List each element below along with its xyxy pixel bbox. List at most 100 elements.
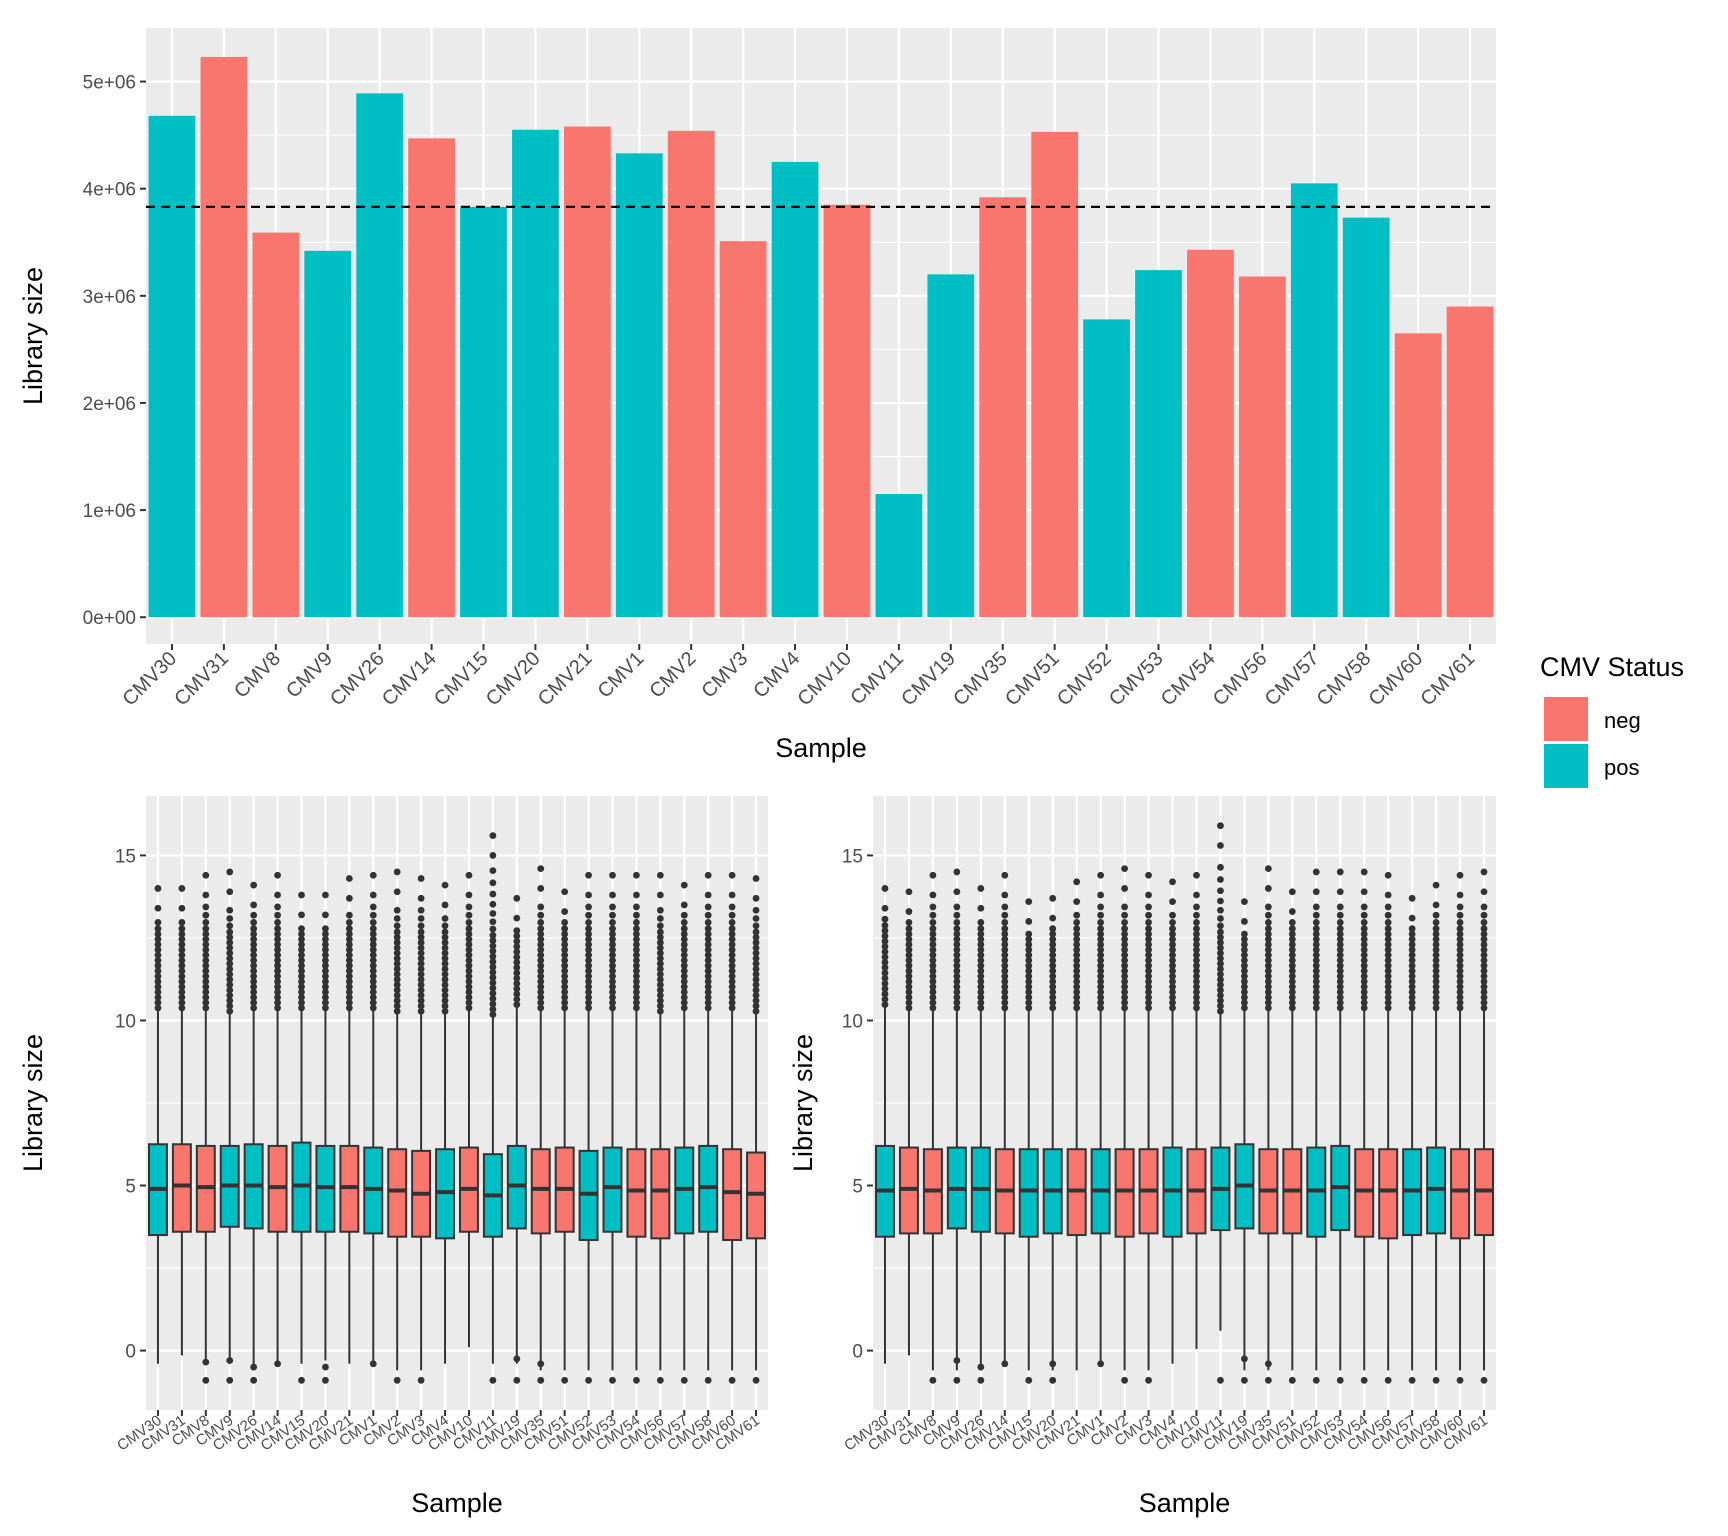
outlier-point bbox=[1384, 891, 1392, 899]
outlier-point bbox=[489, 979, 497, 987]
outlier-point bbox=[1456, 946, 1464, 954]
outlier-point bbox=[953, 983, 961, 991]
outlier-point bbox=[1432, 967, 1440, 975]
outlier-point bbox=[369, 1004, 377, 1012]
outlier-point bbox=[561, 935, 569, 943]
outlier-point bbox=[537, 911, 545, 919]
outlier-point bbox=[1408, 894, 1416, 902]
outlier-point bbox=[1169, 951, 1176, 959]
outlier-point bbox=[1288, 983, 1296, 991]
outlier-point bbox=[1001, 903, 1009, 911]
outlier-point bbox=[417, 906, 425, 914]
outlier-point bbox=[929, 956, 937, 964]
outlier-point bbox=[609, 891, 616, 899]
outlier-point bbox=[1288, 999, 1296, 1007]
outlier-point bbox=[1217, 976, 1224, 983]
outlier-point bbox=[298, 967, 305, 975]
outlier-point bbox=[680, 930, 688, 938]
outlier-point bbox=[1336, 956, 1344, 964]
outlier-point bbox=[1193, 941, 1200, 948]
outlier-point bbox=[1336, 983, 1344, 991]
outlier-point bbox=[537, 885, 545, 892]
outlier-point bbox=[585, 891, 592, 899]
outlier-point bbox=[1241, 930, 1248, 938]
outlier-point bbox=[1456, 935, 1464, 943]
outlier-point bbox=[1336, 935, 1344, 943]
outlier-point bbox=[202, 962, 210, 970]
bar bbox=[979, 197, 1027, 618]
outlier-point bbox=[977, 1363, 985, 1371]
outlier-point bbox=[1001, 962, 1009, 970]
outlier-point bbox=[905, 919, 913, 926]
outlier-point bbox=[1193, 903, 1200, 911]
outlier-point bbox=[1025, 918, 1033, 925]
outlier-point bbox=[1025, 967, 1033, 975]
outlier-point bbox=[489, 910, 497, 917]
outlier-point bbox=[728, 946, 736, 954]
outlier-point bbox=[1169, 988, 1176, 996]
outlier-point bbox=[1432, 1004, 1440, 1012]
x-tick-label: CMV51 bbox=[1001, 648, 1064, 711]
outlier-point bbox=[226, 1007, 234, 1015]
outlier-point bbox=[656, 991, 664, 999]
outlier-point bbox=[1121, 956, 1128, 964]
outlier-point bbox=[585, 919, 592, 926]
outlier-point bbox=[250, 956, 258, 964]
outlier-point bbox=[1336, 993, 1344, 1001]
bar bbox=[252, 232, 300, 618]
bar bbox=[512, 129, 559, 618]
outlier-point bbox=[561, 978, 569, 985]
x-tick-label: CMV31 bbox=[170, 648, 233, 711]
outlier-point bbox=[1432, 901, 1440, 909]
outlier-point bbox=[561, 919, 569, 926]
outlier-point bbox=[1408, 962, 1416, 970]
outlier-point bbox=[585, 1376, 592, 1384]
legend-title: CMV Status bbox=[1540, 652, 1684, 682]
outlier-point bbox=[274, 978, 281, 985]
outlier-point bbox=[633, 891, 640, 899]
outlier-point bbox=[1169, 946, 1176, 954]
outlier-point bbox=[1025, 988, 1033, 996]
outlier-point bbox=[561, 925, 569, 933]
outlier-point bbox=[226, 976, 234, 983]
outlier-point bbox=[417, 894, 425, 902]
outlier-point bbox=[656, 939, 664, 946]
outlier-point bbox=[1312, 1376, 1320, 1384]
outlier-point bbox=[953, 919, 961, 926]
outlier-point bbox=[1121, 1376, 1128, 1384]
outlier-point bbox=[465, 1004, 473, 1012]
outlier-point bbox=[1312, 972, 1320, 980]
outlier-point bbox=[345, 919, 353, 926]
outlier-point bbox=[1193, 983, 1200, 991]
outlier-point bbox=[1121, 946, 1128, 954]
outlier-point bbox=[680, 1376, 688, 1384]
outlier-point bbox=[1073, 951, 1081, 959]
outlier-point bbox=[417, 986, 425, 994]
outlier-point bbox=[953, 941, 961, 948]
outlier-point bbox=[977, 956, 985, 964]
outlier-point bbox=[465, 999, 473, 1007]
outlier-point bbox=[1121, 951, 1128, 959]
outlier-point bbox=[369, 983, 377, 991]
outlier-point bbox=[441, 928, 449, 936]
outlier-point bbox=[489, 1376, 497, 1384]
outlier-point bbox=[1217, 986, 1224, 994]
outlier-point bbox=[1169, 1004, 1176, 1012]
outlier-point bbox=[953, 978, 961, 985]
outlier-point bbox=[1408, 972, 1416, 980]
outlier-point bbox=[417, 965, 425, 973]
outlier-point bbox=[226, 960, 234, 968]
outlier-point bbox=[1193, 962, 1200, 970]
outlier-point bbox=[1480, 993, 1488, 1001]
outlier-point bbox=[1049, 1360, 1057, 1368]
outlier-point bbox=[1456, 941, 1464, 948]
outlier-point bbox=[250, 1004, 258, 1012]
outlier-point bbox=[154, 967, 162, 975]
outlier-point bbox=[298, 988, 305, 996]
outlier-point bbox=[728, 941, 736, 948]
outlier-point bbox=[1360, 1376, 1368, 1384]
outlier-point bbox=[1073, 919, 1081, 926]
outlier-point bbox=[417, 976, 425, 983]
outlier-point bbox=[154, 935, 162, 943]
outlier-point bbox=[154, 941, 162, 948]
